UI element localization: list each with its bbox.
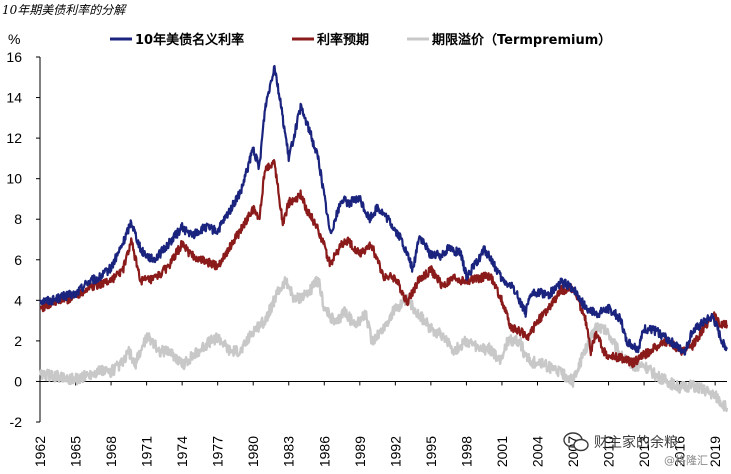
y-tick-label: 16 <box>6 49 22 65</box>
axes: 16 14 12 10 8 6 4 2 0 -2 1962 1965 1968 1971 1974 1977 1… <box>6 49 727 467</box>
x-tick-label: 2004 <box>529 436 545 467</box>
y-tick-label: 10 <box>6 171 22 187</box>
x-tick-label: 1977 <box>210 436 226 467</box>
x-tick-label: 1998 <box>458 436 474 467</box>
chart-title: 10年期美债利率的分解 <box>2 3 126 17</box>
y-tick-label: 12 <box>6 130 22 146</box>
x-tick-label: 1989 <box>352 436 368 467</box>
x-tick-label: 2001 <box>494 436 510 467</box>
y-tick-label: -2 <box>10 414 23 430</box>
series-line-1 <box>39 159 729 369</box>
x-tick-label: 1986 <box>316 436 332 467</box>
watermark-text: 财主家的余粮 <box>594 434 678 451</box>
x-tick-label: 2013 <box>636 436 652 467</box>
x-tick-label: 1995 <box>423 436 439 467</box>
legend-label: 10年美债名义利率 <box>135 32 244 48</box>
x-tick-label: 1962 <box>32 436 48 467</box>
x-tick-label: 1971 <box>139 436 155 467</box>
wechat-icon <box>563 432 589 452</box>
y-tick-label: 4 <box>14 292 22 308</box>
legend-label: 利率预期 <box>317 32 369 48</box>
x-tick-label: 1980 <box>245 436 261 467</box>
y-tick-label: 6 <box>14 252 22 268</box>
series-line-2 <box>39 275 729 413</box>
legend: 10年美债名义利率 利率预期 期限溢价（Termpremium） <box>110 32 611 48</box>
legend-label: 期限溢价（Termpremium） <box>432 32 611 48</box>
x-tick-label: 1992 <box>387 436 403 467</box>
y-tick-label: 14 <box>6 90 22 106</box>
x-tick-label: 2019 <box>707 436 723 467</box>
series-lines <box>39 64 729 413</box>
x-tick-label: 1965 <box>68 436 84 467</box>
y-axis-label: % <box>8 31 20 47</box>
x-tick-label: 2016 <box>672 436 688 467</box>
series-line-0 <box>39 64 728 356</box>
y-tick-label: 2 <box>14 333 22 349</box>
y-axis-unit: % <box>8 31 20 47</box>
watermark: 财主家的余粮 @格隆汇 <box>563 432 708 467</box>
x-tick-label: 2010 <box>601 436 617 467</box>
x-tick-label: 1983 <box>281 436 297 467</box>
x-tick-label: 1968 <box>103 436 119 467</box>
y-tick-label: 0 <box>14 373 22 389</box>
watermark-sub: @格隆汇 <box>664 453 708 467</box>
x-tick-label: 1974 <box>174 436 190 467</box>
y-tick-label: 8 <box>14 211 22 227</box>
